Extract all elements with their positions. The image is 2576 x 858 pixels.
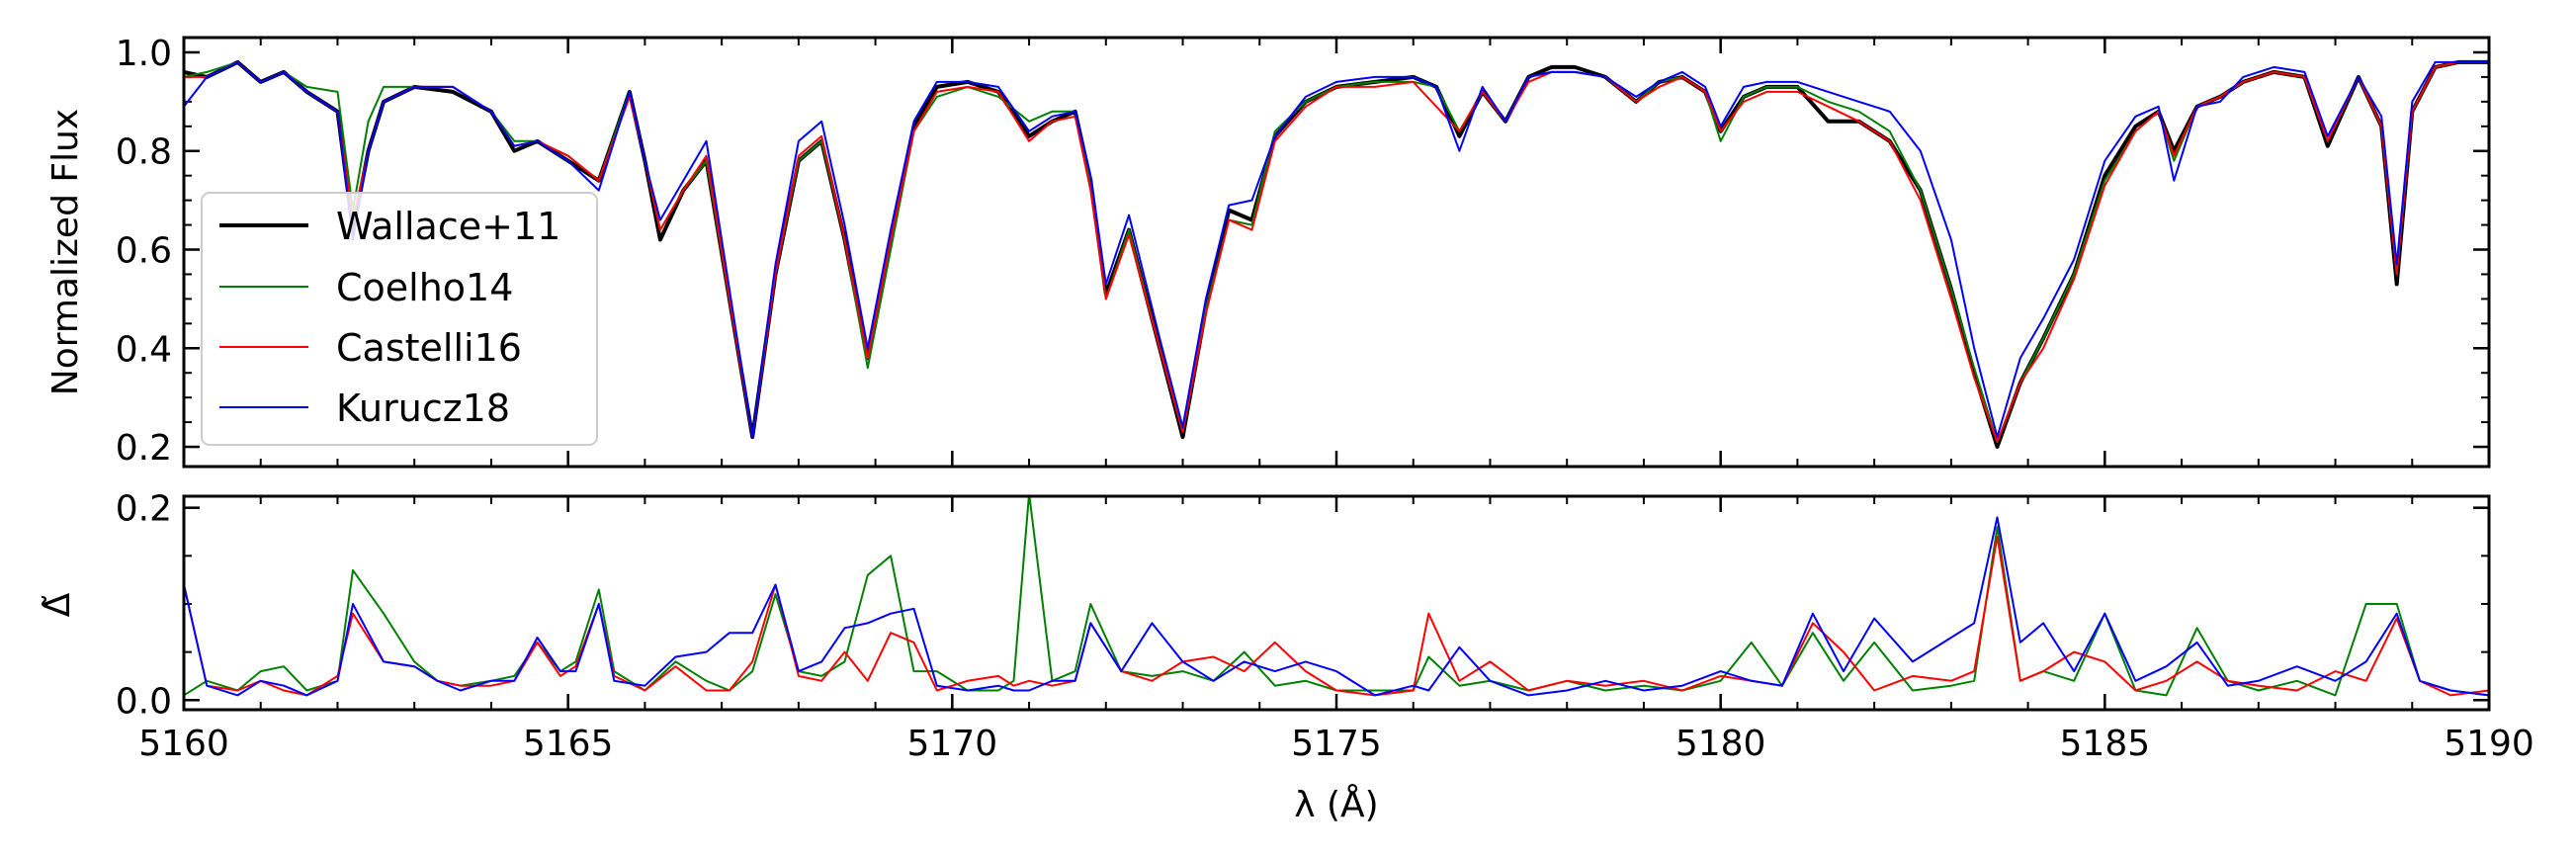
spectrum-series-lines [184, 59, 2489, 449]
spectrum-line-castelli16 [184, 60, 2489, 444]
legend-label-wallace: Wallace+11 [336, 205, 560, 248]
legend-box [201, 192, 598, 446]
spectrum-y-axis-label: Normalized Flux [45, 109, 86, 395]
spectrum-y-tick-label: 1.0 [116, 34, 172, 74]
legend-label-coelho: Coelho14 [336, 266, 513, 309]
spectrum-y-tick-label: 0.6 [116, 231, 172, 272]
residual-series-lines [184, 496, 2489, 697]
spectrum-y-tick-label: 0.4 [116, 329, 172, 370]
residual-panel: 5160 5165 5170 5175 5180 5185 5190 0.0 0.2 Δ̃ λ … [38, 489, 2534, 825]
x-axis-label: λ (Å) [1294, 783, 1378, 825]
residual-axis-ticks: 5160 5165 5170 5175 5180 5185 5190 0.0 0.2 [116, 489, 2534, 764]
spectrum-line-kurucz18 [184, 60, 2489, 439]
residual-x-tick-label: 5165 [523, 724, 614, 764]
residual-x-tick-label: 5180 [1675, 724, 1766, 764]
spectrum-y-tick-label: 0.8 [116, 132, 172, 173]
legend-label-kurucz: Kurucz18 [336, 386, 510, 430]
residual-plot-frame [182, 494, 2491, 712]
residual-line-kurucz18 [184, 516, 2489, 697]
spectrum-axis-ticks: 0.2 0.4 0.6 0.8 1.0 [116, 34, 2491, 469]
residual-y-axis-label: Δ̃ [38, 592, 78, 617]
residual-x-tick-label: 5170 [907, 724, 998, 764]
residual-x-tick-label: 5160 [138, 724, 229, 764]
spectrum-plot-frame [182, 36, 2491, 469]
spectrum-panel: 0.2 0.4 0.6 0.8 1.0 Normalized Flux Wallace+… [45, 34, 2491, 469]
spectrum-y-tick-label: 0.2 [116, 428, 172, 469]
residual-y-tick-label: 0.0 [116, 681, 172, 722]
legend: Wallace+11 Coelho14 Castelli16 Kurucz18 [201, 192, 598, 446]
residual-x-tick-label: 5185 [2060, 724, 2151, 764]
residual-x-tick-label: 5190 [2444, 724, 2534, 764]
legend-label-castelli: Castelli16 [336, 326, 522, 370]
residual-y-tick-label: 0.2 [116, 489, 172, 530]
residual-x-tick-label: 5175 [1291, 724, 1382, 764]
